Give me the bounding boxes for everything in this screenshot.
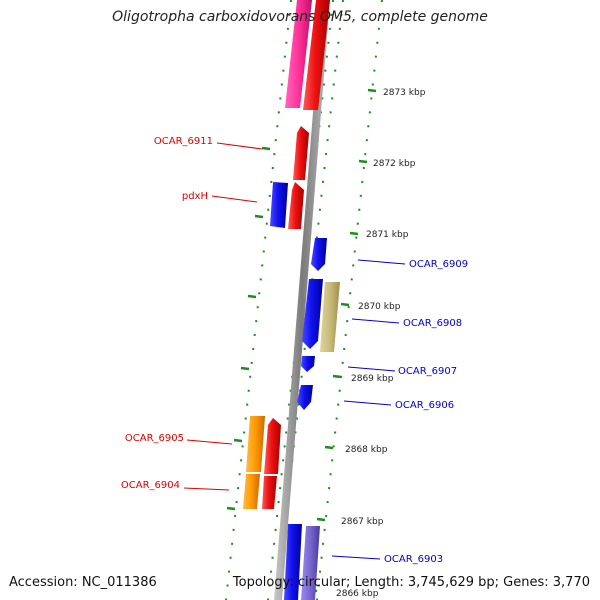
- gene-red-top[interactable]: [303, 0, 330, 110]
- gene-ocar-6907[interactable]: [301, 356, 315, 372]
- label-ocar-6903[interactable]: OCAR_6903: [384, 554, 443, 565]
- label-leaders: [183, 142, 406, 560]
- gene-ocar-6905-red[interactable]: [264, 418, 281, 474]
- scale-label-2869: 2869 kbp: [351, 374, 394, 384]
- label-ocar-6909[interactable]: OCAR_6909: [409, 259, 468, 270]
- gene-pink[interactable]: [285, 0, 312, 108]
- scale-label-2872: 2872 kbp: [373, 159, 416, 169]
- gene-labels-left: OCAR_6911 pdxH OCAR_6905 OCAR_6904: [121, 136, 213, 491]
- gene-ocar-6903-lavender[interactable]: [301, 526, 320, 600]
- scale-label-2868: 2868 kbp: [345, 445, 388, 455]
- gene-ocar-6903-blue[interactable]: [284, 524, 302, 600]
- gene-ocar-6905-orange[interactable]: [246, 416, 265, 472]
- scale-label-2873: 2873 kbp: [383, 88, 426, 98]
- label-pdxh[interactable]: pdxH: [182, 191, 208, 202]
- label-ocar-6908[interactable]: OCAR_6908: [403, 318, 462, 329]
- gene-ocar-6909[interactable]: [311, 238, 327, 271]
- gene-ocar-6904-red[interactable]: [262, 476, 277, 509]
- gene-ocar-6906[interactable]: [297, 385, 313, 410]
- scale-label-2866: 2866 kbp: [336, 589, 379, 599]
- label-ocar-6904[interactable]: OCAR_6904: [121, 480, 180, 491]
- scale-label-2867: 2867 kbp: [341, 517, 384, 527]
- gene-ocar-6908-blue[interactable]: [302, 279, 323, 349]
- label-ocar-6907[interactable]: OCAR_6907: [398, 366, 457, 377]
- scale-labels: 2873 kbp 2872 kbp 2871 kbp 2870 kbp 2869…: [336, 88, 426, 599]
- gene-ocar-6904-orange[interactable]: [243, 474, 260, 509]
- gene-labels-right: OCAR_6909 OCAR_6908 OCAR_6907 OCAR_6906 …: [384, 259, 468, 565]
- map-title: Oligotropha carboxidovorans OM5, complet…: [112, 9, 488, 25]
- label-ocar-6906[interactable]: OCAR_6906: [395, 400, 454, 411]
- gene-pdxh-red[interactable]: [288, 182, 304, 229]
- label-ocar-6911[interactable]: OCAR_6911: [154, 136, 213, 147]
- scale-label-2870: 2870 kbp: [358, 302, 401, 312]
- gene-pdxh-blue[interactable]: [270, 182, 288, 228]
- scale-label-2871: 2871 kbp: [366, 230, 409, 240]
- genome-backbone: [274, 0, 330, 600]
- scale-ticks: [226, 88, 377, 593]
- gene-ocar-6908-khaki[interactable]: [320, 282, 340, 352]
- accession-text: Accession: NC_011386: [9, 575, 157, 590]
- gene-ocar-6911[interactable]: [293, 126, 309, 180]
- label-ocar-6905[interactable]: OCAR_6905: [125, 433, 184, 444]
- genome-summary: Topology: circular; Length: 3,745,629 bp…: [232, 575, 590, 590]
